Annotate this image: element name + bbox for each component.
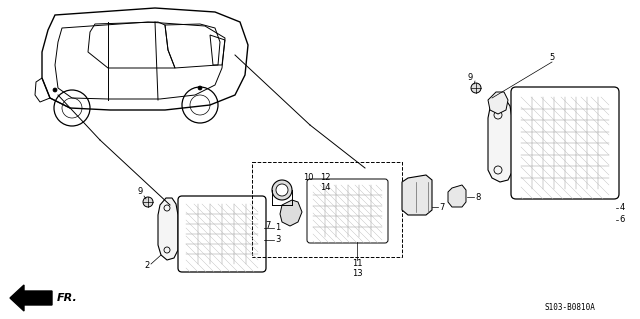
Circle shape [471,83,481,93]
Text: 4: 4 [620,204,625,212]
Text: 5: 5 [549,54,555,63]
Text: 6: 6 [620,216,625,225]
Polygon shape [488,92,508,114]
Text: 1: 1 [275,224,280,233]
FancyBboxPatch shape [178,196,266,272]
Text: 9: 9 [467,73,472,83]
Text: 14: 14 [320,183,330,192]
Polygon shape [10,285,52,311]
Circle shape [276,184,288,196]
Text: FR.: FR. [57,293,77,303]
Text: 13: 13 [352,270,362,278]
Text: 9: 9 [138,188,143,197]
Polygon shape [158,198,178,260]
Text: 3: 3 [275,235,281,244]
Text: 7: 7 [439,203,445,211]
FancyBboxPatch shape [307,179,388,243]
Polygon shape [280,200,302,226]
Circle shape [198,86,202,90]
Text: 10: 10 [303,174,313,182]
Text: S103-B0810A: S103-B0810A [545,303,595,312]
Polygon shape [488,100,512,182]
Text: 12: 12 [320,174,330,182]
Text: 7: 7 [266,220,271,229]
Bar [252,162,402,257]
Text: 2: 2 [145,262,150,271]
Circle shape [272,180,292,200]
Text: 11: 11 [352,259,362,269]
Circle shape [53,88,57,92]
Text: 8: 8 [476,192,481,202]
Polygon shape [402,175,432,215]
FancyBboxPatch shape [511,87,619,199]
Circle shape [143,197,153,207]
Polygon shape [448,185,466,207]
